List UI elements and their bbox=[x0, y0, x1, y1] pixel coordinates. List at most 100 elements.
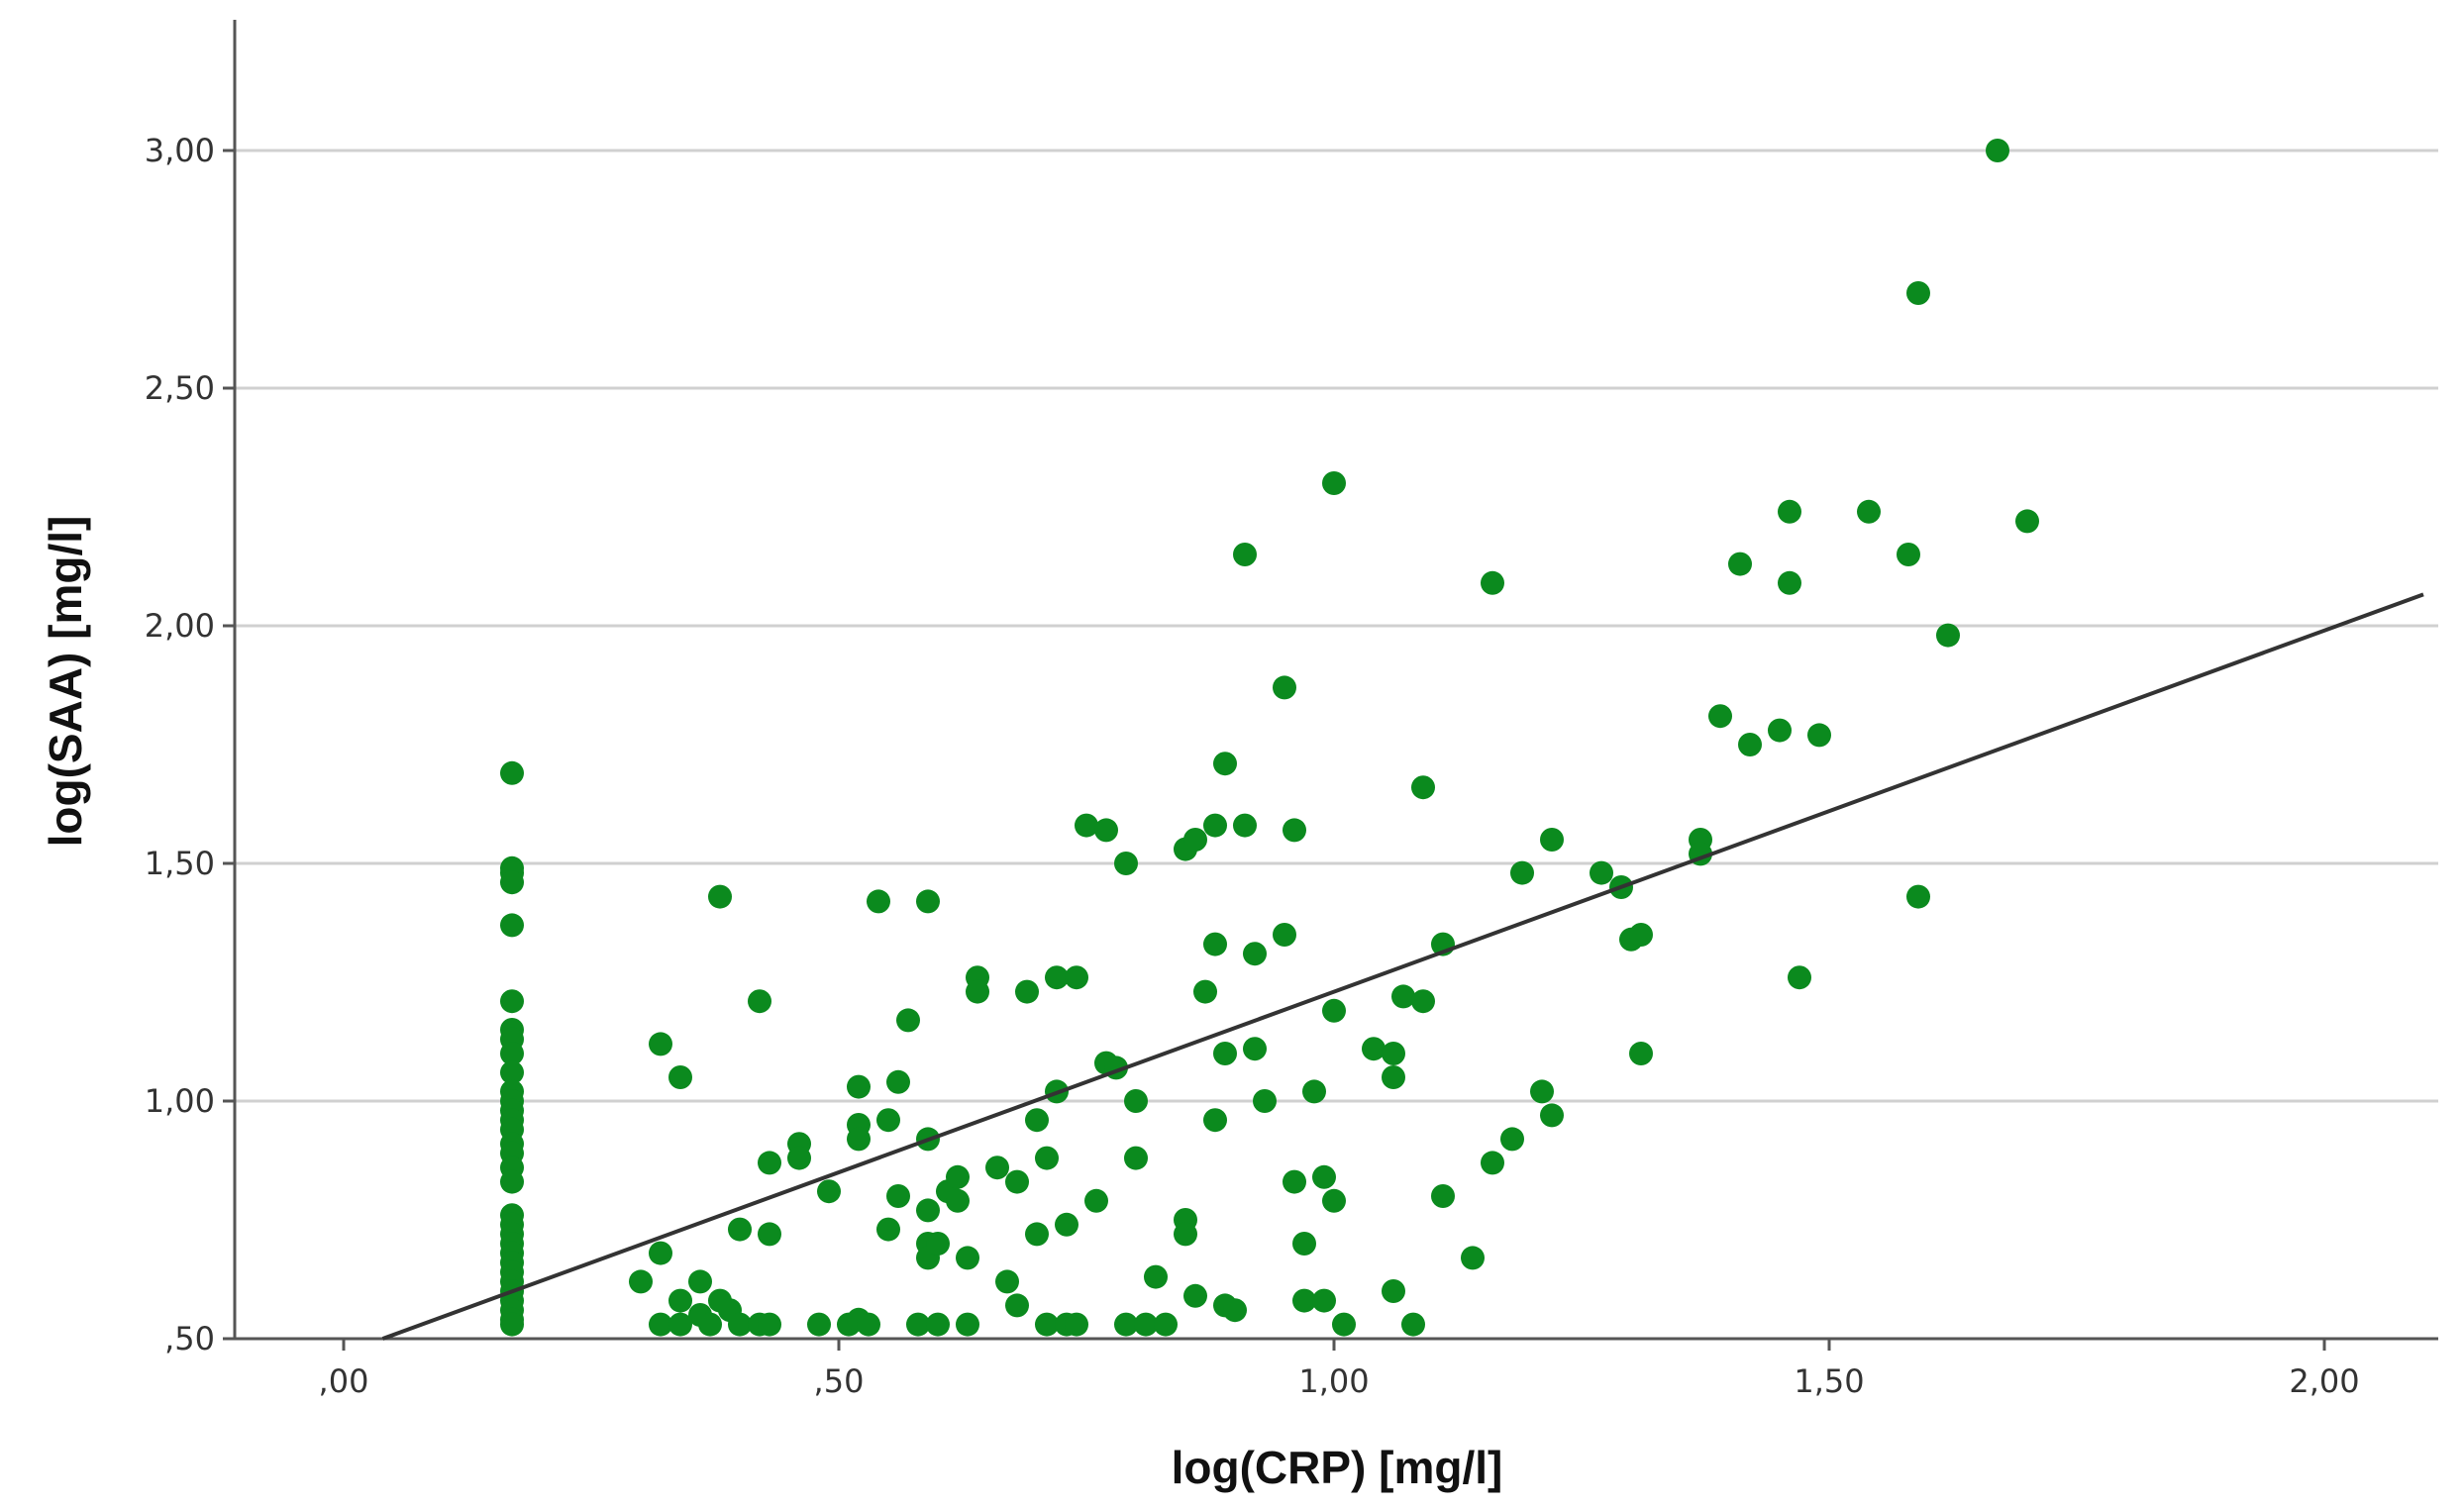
data-point bbox=[946, 1164, 970, 1189]
data-point bbox=[985, 1156, 1009, 1180]
data-point bbox=[1203, 932, 1227, 956]
data-point bbox=[649, 1312, 672, 1337]
data-point bbox=[728, 1217, 752, 1242]
data-point bbox=[876, 1217, 900, 1242]
data-point bbox=[1144, 1264, 1168, 1289]
data-point bbox=[668, 1288, 692, 1313]
data-point bbox=[1183, 828, 1207, 852]
data-point bbox=[1124, 1089, 1148, 1113]
y-tick-label: ,50 bbox=[164, 1320, 215, 1357]
data-point bbox=[926, 1312, 950, 1337]
data-point bbox=[1065, 965, 1088, 990]
data-point bbox=[1411, 775, 1435, 800]
data-point bbox=[1292, 1288, 1316, 1313]
data-point bbox=[1906, 281, 1930, 305]
data-point bbox=[807, 1312, 831, 1337]
data-point bbox=[1243, 942, 1267, 966]
data-point bbox=[966, 979, 989, 1004]
data-point bbox=[728, 1312, 752, 1337]
axes bbox=[233, 20, 2438, 1341]
data-point bbox=[1778, 570, 1801, 595]
data-point bbox=[1322, 471, 1346, 495]
data-point bbox=[500, 870, 524, 895]
data-point bbox=[1015, 979, 1039, 1004]
y-tick-label: 3,00 bbox=[145, 132, 215, 169]
data-point bbox=[1629, 923, 1653, 947]
data-point bbox=[1213, 752, 1237, 776]
data-point bbox=[1084, 1188, 1108, 1213]
data-point bbox=[1302, 1079, 1326, 1104]
data-point bbox=[1590, 860, 1613, 885]
fit-line bbox=[381, 592, 2424, 1341]
data-point bbox=[1045, 965, 1069, 990]
x-tick-label: ,00 bbox=[319, 1362, 369, 1400]
data-point bbox=[1193, 979, 1217, 1004]
data-point bbox=[500, 1169, 524, 1194]
data-point bbox=[698, 1312, 722, 1337]
data-point bbox=[2015, 509, 2039, 534]
x-tick-label: ,50 bbox=[814, 1362, 865, 1400]
data-point bbox=[1114, 1312, 1138, 1337]
data-point bbox=[1768, 718, 1792, 743]
data-point bbox=[629, 1269, 653, 1294]
data-point bbox=[1134, 1312, 1158, 1337]
data-point bbox=[1540, 1103, 1564, 1128]
data-point bbox=[926, 1232, 950, 1256]
data-point bbox=[1075, 813, 1098, 838]
data-point bbox=[1461, 1246, 1485, 1270]
data-point bbox=[857, 1312, 880, 1337]
data-point bbox=[500, 1060, 524, 1085]
data-point bbox=[1362, 1037, 1386, 1061]
data-point bbox=[1807, 723, 1831, 748]
data-point bbox=[1540, 828, 1564, 852]
data-point bbox=[1382, 1042, 1405, 1065]
data-point bbox=[1728, 552, 1752, 576]
data-point bbox=[1243, 1037, 1267, 1061]
data-point bbox=[847, 1127, 871, 1152]
data-point bbox=[708, 884, 732, 909]
data-point bbox=[1322, 998, 1346, 1023]
data-point bbox=[1778, 499, 1801, 524]
data-point bbox=[876, 1108, 900, 1133]
data-point bbox=[758, 1312, 781, 1337]
y-tick-label: 1,00 bbox=[145, 1082, 215, 1120]
data-point bbox=[906, 1312, 930, 1337]
data-point bbox=[1233, 813, 1257, 838]
data-point bbox=[817, 1179, 841, 1204]
data-point bbox=[1530, 1079, 1554, 1104]
data-point bbox=[1481, 1151, 1504, 1175]
data-point bbox=[1788, 965, 1811, 990]
data-point bbox=[1391, 984, 1415, 1009]
data-point bbox=[500, 989, 524, 1014]
data-point bbox=[1223, 1298, 1247, 1323]
data-point bbox=[847, 1074, 871, 1099]
data-point bbox=[1055, 1212, 1078, 1237]
data-point bbox=[1233, 543, 1257, 566]
data-point bbox=[1431, 1184, 1455, 1208]
data-point bbox=[1897, 543, 1920, 566]
data-point bbox=[886, 1184, 910, 1208]
data-point bbox=[649, 1032, 672, 1056]
data-point bbox=[867, 889, 890, 914]
data-point bbox=[500, 913, 524, 938]
data-point bbox=[916, 1198, 940, 1223]
data-point bbox=[1273, 923, 1296, 947]
data-point bbox=[1292, 1232, 1316, 1256]
data-point bbox=[1094, 818, 1118, 843]
data-point bbox=[1203, 1108, 1227, 1133]
data-point bbox=[1738, 733, 1762, 756]
data-point bbox=[500, 1042, 524, 1065]
data-point bbox=[1025, 1108, 1049, 1133]
data-point bbox=[1312, 1164, 1336, 1189]
data-point bbox=[1312, 1288, 1336, 1313]
data-point bbox=[1283, 1169, 1306, 1194]
data-point bbox=[956, 1246, 979, 1270]
data-point bbox=[1629, 1042, 1653, 1065]
data-point bbox=[1382, 1065, 1405, 1089]
data-point bbox=[1857, 499, 1881, 524]
x-tick-label: 1,00 bbox=[1298, 1362, 1369, 1400]
data-point bbox=[1936, 623, 1960, 648]
data-point bbox=[1065, 1312, 1088, 1337]
data-point bbox=[995, 1269, 1019, 1294]
